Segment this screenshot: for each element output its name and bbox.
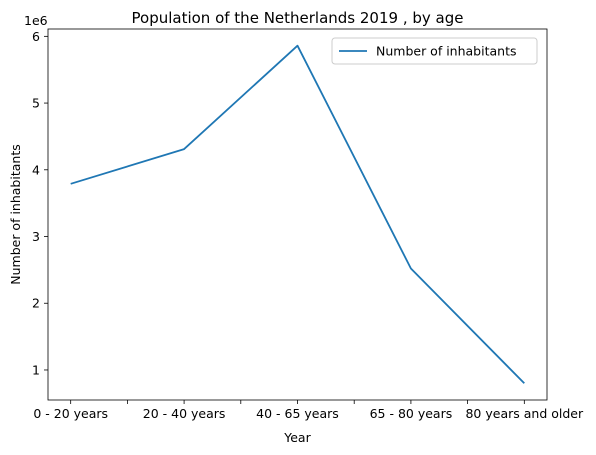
- y-tick-label: 6: [32, 29, 40, 44]
- y-tick-label: 2: [32, 296, 40, 311]
- plot-frame: [47, 28, 548, 401]
- x-tick-label: 20 - 40 years: [143, 406, 226, 421]
- x-tick-label: 0 - 20 years: [33, 406, 108, 421]
- legend-box: [331, 37, 538, 65]
- y-tick-label: 1: [32, 362, 40, 377]
- y-axis-offset-label: 1e6: [24, 13, 48, 28]
- legend-label: Number of inhabitants: [376, 44, 517, 59]
- x-axis-label: Year: [283, 430, 311, 445]
- legend: Number of inhabitants: [331, 37, 538, 65]
- y-tick-label: 3: [32, 229, 40, 244]
- x-axis-ticks: 0 - 20 years 20 - 40 years 40 - 65 years 65…: [33, 400, 584, 421]
- series-layer: [70, 44, 525, 384]
- y-axis-label: Number of inhabitants: [8, 144, 23, 285]
- y-tick-label: 5: [32, 96, 40, 111]
- series-line: [70, 44, 525, 384]
- chart-title: Population of the Netherlands 2019 , by …: [132, 9, 464, 27]
- y-tick-label: 4: [32, 162, 40, 177]
- x-tick-label: 40 - 65 years: [256, 406, 339, 421]
- x-tick-label: 65 - 80 years: [370, 406, 453, 421]
- y-axis-ticks: 1 2 3 4 5 6: [32, 29, 48, 377]
- x-tick-label: 80 years and older: [465, 406, 583, 421]
